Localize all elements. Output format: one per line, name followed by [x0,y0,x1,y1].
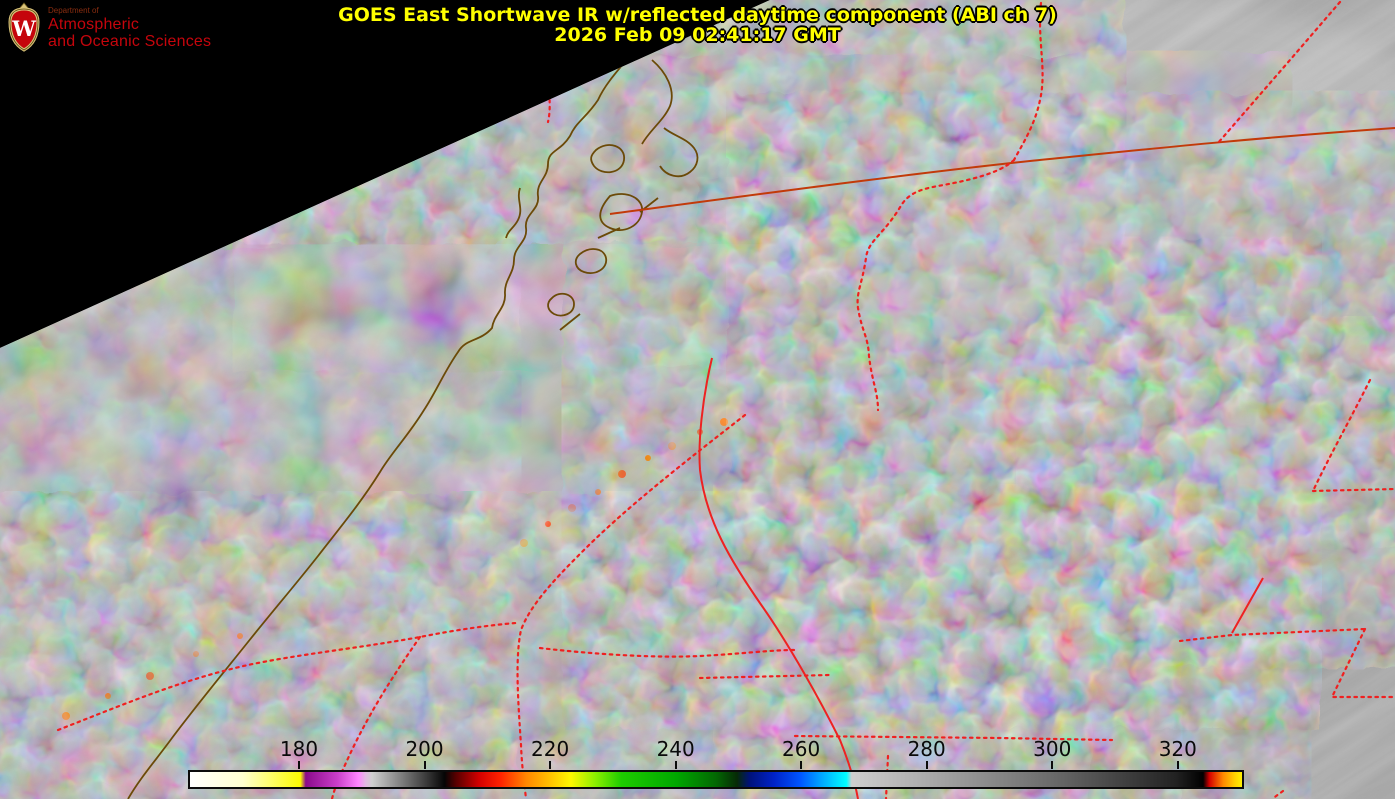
crest-letter: W [11,16,36,41]
uw-aos-logo: W Department of Atmospheric and Oceanic … [7,2,211,52]
colorbar-tick [297,761,300,769]
colorbar-tick [674,761,677,769]
colorbar-tick-label: 180 [279,737,319,761]
band-core-hot-speckles [62,413,745,720]
state-borders-dotted [56,0,1395,799]
colorbar-tick [1051,761,1054,769]
band-gap-slit [754,191,1001,265]
cloud-mass-center-right [720,364,1177,618]
cloud-patches-right [866,173,1395,469]
colorbar-gradient [188,770,1244,789]
colorbar-tick-label: 220 [531,737,570,761]
logo-line-atmospheric: Atmospheric [48,16,140,33]
logo-text-block: Department of Atmospheric and Oceanic Sc… [48,7,211,50]
coastline-lake-outline [127,43,699,799]
colorbar-tick [925,761,928,769]
storm-cell-east [1093,391,1395,604]
logo-dept-of: Department of [48,6,99,15]
uw-crest-icon: W [8,2,40,52]
colorbar-tick [800,761,803,769]
colorbar-tick-label: 240 [656,737,695,761]
logo-line-oceanic: and Oceanic Sciences [48,33,212,50]
solid-borders [609,127,1395,799]
colorbar-tick-label: 280 [907,737,946,761]
colorbar-tick-label: 300 [1033,737,1072,761]
colorbar-tick [1176,761,1179,769]
colorbar-tick-label: 320 [1158,737,1197,761]
colorbar-tick-label: 260 [782,737,821,761]
cloud-band-upper [303,36,1222,387]
colorbar-tick-label: 200 [405,737,444,761]
colorbar-tick [549,761,552,769]
colorbar-tick [423,761,426,769]
